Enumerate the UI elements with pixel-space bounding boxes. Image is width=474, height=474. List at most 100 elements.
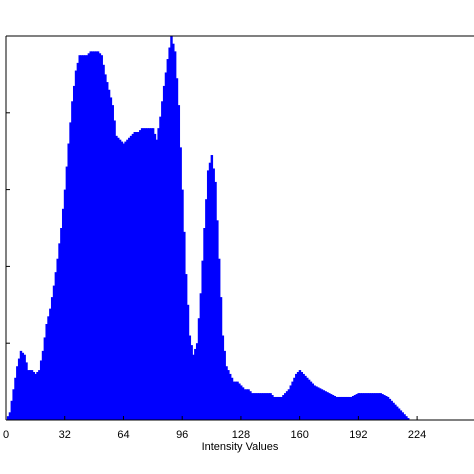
histogram-bar xyxy=(293,377,296,420)
x-tick-label: 128 xyxy=(232,429,250,441)
histogram-bar xyxy=(151,128,155,420)
histogram-bar xyxy=(135,132,138,420)
histogram-bar xyxy=(364,393,368,420)
histogram-bar xyxy=(324,391,327,420)
histogram-bar xyxy=(39,360,43,420)
histogram-bar xyxy=(133,132,136,420)
histogram-bar xyxy=(359,393,362,420)
histogram-bar xyxy=(216,220,219,420)
histogram-bar xyxy=(72,85,76,421)
histogram-bar xyxy=(56,258,59,420)
histogram-bar xyxy=(84,55,87,420)
histogram-bar xyxy=(175,78,179,421)
histogram-bar xyxy=(162,85,166,421)
histogram-bar xyxy=(93,51,96,421)
histogram-bar xyxy=(12,389,15,420)
histogram-bar xyxy=(276,396,280,420)
histogram-bar xyxy=(71,101,74,420)
x-tick-label: 64 xyxy=(117,429,129,441)
histogram-bar xyxy=(232,381,236,420)
histogram-bar xyxy=(227,370,230,420)
histogram-bar xyxy=(137,132,140,420)
histogram-bar xyxy=(291,381,294,420)
histogram-bar xyxy=(36,372,39,420)
histogram-bar xyxy=(14,377,17,420)
histogram-bar xyxy=(219,297,223,420)
axes xyxy=(5,35,474,421)
histogram-bar xyxy=(401,412,404,420)
histogram-bar xyxy=(65,166,69,420)
histogram-bar xyxy=(91,51,94,421)
x-tick-label: 0 xyxy=(3,429,9,441)
histogram-bar xyxy=(34,373,37,420)
histogram-bar xyxy=(350,396,353,420)
histogram-bar xyxy=(331,395,335,420)
tick-marks xyxy=(5,35,418,421)
histogram-bar xyxy=(238,383,241,420)
histogram-bar xyxy=(247,389,250,420)
histogram-bar xyxy=(188,335,192,420)
histogram-bar xyxy=(278,396,281,420)
histogram-bar xyxy=(366,393,370,420)
histogram-bar xyxy=(148,128,151,420)
histogram-bar xyxy=(403,414,406,420)
histogram-bar xyxy=(181,189,184,420)
histogram-bar xyxy=(372,393,375,420)
histogram-bar xyxy=(124,141,127,420)
histogram-bar xyxy=(144,128,147,420)
histogram-bar xyxy=(306,377,309,420)
histogram-bar xyxy=(104,74,107,421)
histogram-bar xyxy=(302,373,305,420)
histogram-bar xyxy=(271,395,274,420)
histogram-bar xyxy=(217,258,221,420)
histogram-bar xyxy=(386,396,390,420)
histogram-bar xyxy=(223,350,226,420)
histogram-bar xyxy=(120,141,124,420)
histogram-bars xyxy=(6,36,410,421)
histogram-bar xyxy=(230,377,234,420)
histogram-bar xyxy=(397,408,401,420)
histogram-bar xyxy=(298,370,302,420)
histogram-bar xyxy=(285,391,289,420)
histogram-bar xyxy=(249,391,252,420)
histogram-bar xyxy=(287,389,291,420)
histogram-bar xyxy=(111,105,114,421)
histogram-bar xyxy=(87,53,91,420)
x-tick-label: 32 xyxy=(59,429,71,441)
histogram-bar xyxy=(102,64,105,421)
histogram-bar xyxy=(157,128,160,420)
histogram-bar xyxy=(205,199,208,420)
histogram-bar xyxy=(115,135,118,420)
histogram-bar xyxy=(254,393,258,420)
histogram-bar xyxy=(274,396,278,420)
histogram-bar xyxy=(381,394,384,420)
histogram-bar xyxy=(52,285,56,420)
histogram-bar xyxy=(140,128,144,420)
histogram-bar xyxy=(267,393,270,420)
histogram-bar xyxy=(17,358,21,420)
x-tick-label: 96 xyxy=(176,429,188,441)
histogram-bar xyxy=(159,116,162,420)
histogram-bar xyxy=(379,393,382,420)
histogram-bar xyxy=(80,55,83,420)
histogram-bar xyxy=(179,147,182,421)
histogram-bar xyxy=(405,416,408,420)
x-axis-label: Intensity Values xyxy=(202,441,279,453)
x-tick-label: 192 xyxy=(349,429,367,441)
histogram-bar xyxy=(284,393,287,420)
histogram-bar xyxy=(47,316,50,420)
histogram-bar xyxy=(311,383,315,420)
histogram-bar xyxy=(28,370,32,420)
histogram-bar xyxy=(399,410,403,420)
histogram-bar xyxy=(184,274,188,420)
histogram-bar xyxy=(262,393,265,420)
histogram-bar xyxy=(329,394,333,420)
histogram-bar xyxy=(375,393,379,420)
histogram-bar xyxy=(195,343,199,420)
histogram-bar xyxy=(351,396,355,420)
histogram-bar xyxy=(131,133,135,421)
histogram-bar xyxy=(307,379,311,420)
x-tick-labels: 0 32 64 96 128 160 192 224 xyxy=(3,429,426,441)
histogram-bar xyxy=(273,396,276,420)
histogram-bar xyxy=(166,59,170,420)
